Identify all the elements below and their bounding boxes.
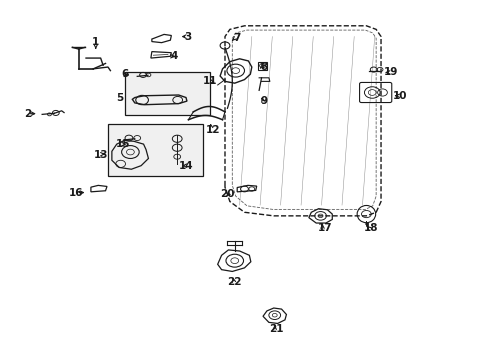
Text: 10: 10: [392, 91, 407, 101]
Bar: [108, 125, 203, 176]
Text: 3: 3: [184, 32, 192, 41]
Bar: [258, 62, 266, 69]
Text: 8: 8: [260, 62, 267, 72]
Text: 7: 7: [233, 33, 241, 43]
Text: 12: 12: [205, 125, 220, 135]
Bar: [125, 72, 210, 116]
Text: 17: 17: [317, 224, 331, 233]
Text: 20: 20: [220, 189, 234, 199]
Text: 16: 16: [69, 188, 83, 198]
Text: 13: 13: [93, 150, 108, 160]
Text: 1: 1: [92, 37, 99, 47]
Text: 14: 14: [178, 161, 193, 171]
Text: 2: 2: [24, 109, 31, 119]
Text: 22: 22: [227, 277, 242, 287]
Text: 4: 4: [170, 51, 177, 61]
Text: 5: 5: [116, 93, 123, 103]
Text: 18: 18: [363, 224, 378, 233]
Text: 9: 9: [260, 96, 267, 106]
Text: 15: 15: [115, 139, 130, 149]
Text: 21: 21: [268, 324, 283, 334]
Text: 6: 6: [121, 69, 128, 79]
Text: 19: 19: [383, 67, 397, 77]
Text: 11: 11: [203, 76, 217, 86]
